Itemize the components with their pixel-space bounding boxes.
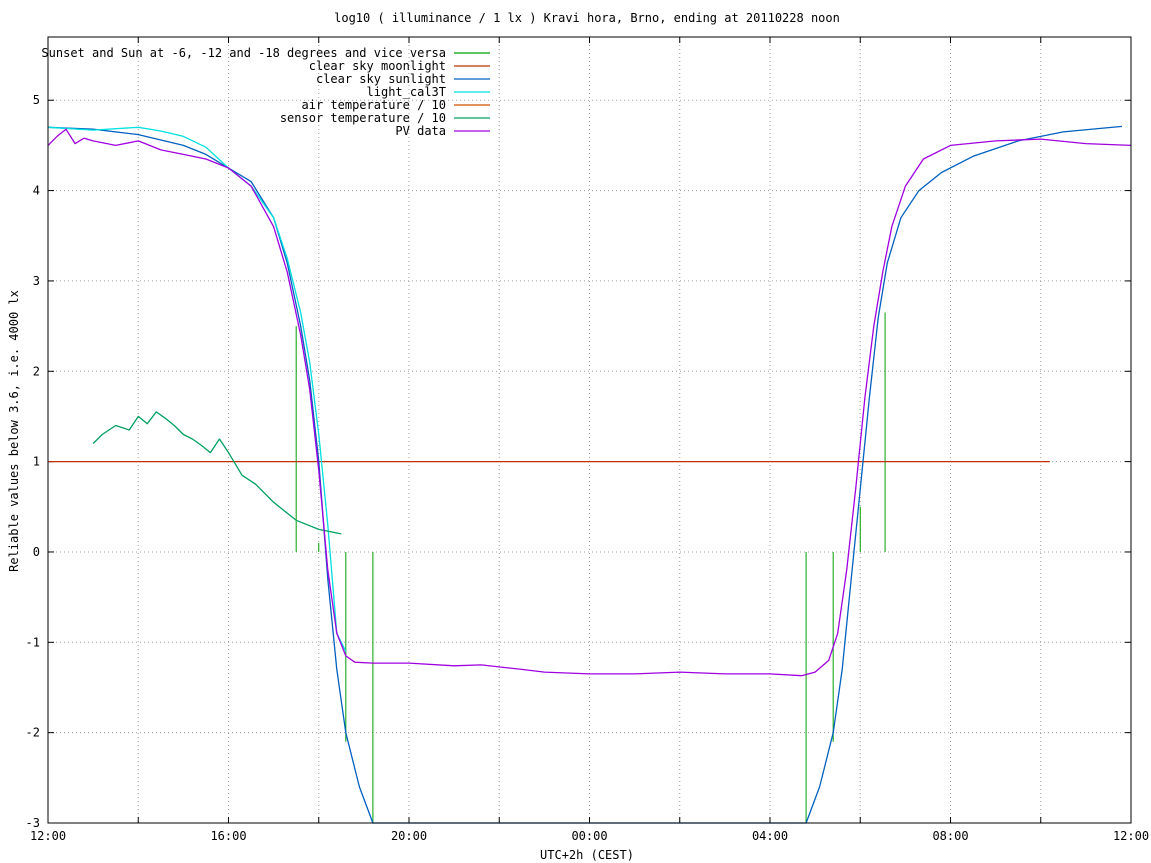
grid-layer: [48, 37, 1131, 823]
legend-label: sensor temperature / 10: [280, 111, 446, 125]
legend-label: clear sky moonlight: [309, 59, 446, 73]
legend-label: light_cal3T: [367, 85, 446, 99]
x-tick-label: 04:00: [752, 829, 788, 843]
plot-frame: [47, 36, 1132, 824]
y-tick-label: -1: [26, 635, 40, 649]
chart-title: log10 ( illuminance / 1 lx ) Kravi hora,…: [334, 11, 840, 25]
x-tick-label: 16:00: [210, 829, 246, 843]
series-3-line: [47, 126, 347, 652]
y-tick-label: 4: [33, 184, 40, 198]
tick-layer: 12:00 16:00 20:00 00:00 04:00 08:00 12:00-3-2-…: [26, 37, 1149, 843]
x-tick-label: 20:00: [391, 829, 427, 843]
y-axis-label: Reliable values below 3.6, i.e. 4000 lx: [7, 290, 21, 572]
legend-label: air temperature / 10: [302, 98, 447, 112]
legend-label: clear sky sunlight: [316, 72, 446, 86]
x-tick-label: 12:00: [1113, 829, 1149, 843]
y-tick-label: -2: [26, 726, 40, 740]
series-5-line: [92, 411, 342, 535]
x-tick-label: 00:00: [571, 829, 607, 843]
x-tick-label: 08:00: [932, 829, 968, 843]
y-tick-label: 0: [33, 545, 40, 559]
legend-label: PV data: [395, 124, 446, 138]
y-tick-label: 1: [33, 455, 40, 469]
y-tick-label: -3: [26, 816, 40, 830]
series-6-line: [47, 128, 1132, 677]
legend-label: Sunset and Sun at -6, -12 and -18 degree…: [41, 46, 446, 60]
legend: Sunset and Sun at -6, -12 and -18 degree…: [41, 46, 490, 138]
x-axis-label: UTC+2h (CEST): [540, 848, 634, 862]
y-tick-label: 5: [33, 93, 40, 107]
x-tick-label: 12:00: [30, 829, 66, 843]
y-tick-label: 3: [33, 274, 40, 288]
y-tick-label: 2: [33, 364, 40, 378]
